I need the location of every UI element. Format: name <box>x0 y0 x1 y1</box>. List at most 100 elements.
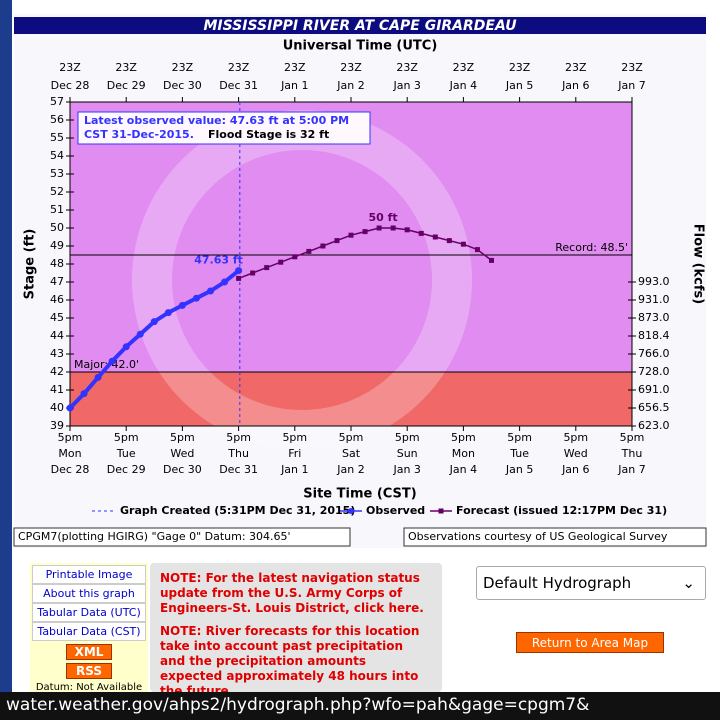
legend-key <box>348 508 354 514</box>
x-tick-label: Dec 28 <box>51 463 90 476</box>
note[interactable]: NOTE: For the latest navigation status u… <box>160 571 424 615</box>
forecast-point <box>334 238 340 244</box>
y-tick-label: 55 <box>50 131 64 144</box>
select-arrow: ⌄ <box>682 574 695 592</box>
y-tick-label: 57 <box>50 95 64 108</box>
x2-tick-label: 23Z <box>396 61 418 74</box>
x-tick-label: Sat <box>342 447 361 460</box>
forecast-point <box>278 259 284 265</box>
x-tick-label: 5pm <box>58 431 83 444</box>
x2-tick-label: Jan 3 <box>392 79 420 92</box>
x2-tick-label: Dec 28 <box>51 79 90 92</box>
xml-button[interactable]: XML <box>66 644 112 660</box>
y-tick-label: 51 <box>50 203 64 216</box>
y2-tick-label: 728.0 <box>638 365 670 378</box>
observed-point <box>178 301 186 309</box>
observed-point <box>122 343 130 351</box>
observed-point <box>136 330 144 338</box>
y-tick-label: 50 <box>50 221 64 234</box>
rss-button[interactable]: RSS <box>66 663 112 679</box>
x2-tick-label: 23Z <box>453 61 475 74</box>
y-tick-label: 53 <box>50 167 64 180</box>
hydrograph: MISSISSIPPI RIVER AT CAPE GIRARDEAU Univ… <box>13 14 707 548</box>
chart-subtitle: Universal Time (UTC) <box>283 39 438 54</box>
forecast-point <box>376 225 382 231</box>
forecast-point <box>418 230 424 236</box>
x2-tick-label: 23Z <box>172 61 194 74</box>
info-text: Latest observed value: 47.63 ft at 5:00 … <box>84 114 349 127</box>
url-bar: water.weather.gov/ahps2/hydrograph.php?w… <box>0 692 720 720</box>
x-tick-label: Dec 31 <box>219 463 258 476</box>
x-tick-label: Jan 2 <box>336 463 364 476</box>
y-tick-label: 46 <box>50 293 64 306</box>
x2-tick-label: Jan 5 <box>505 79 533 92</box>
forecast-point <box>306 248 312 254</box>
side-strip <box>0 0 12 692</box>
title-bar <box>14 17 706 34</box>
x-tick-label: Jan 6 <box>561 463 589 476</box>
x-tick-label: Sun <box>397 447 418 460</box>
link[interactable]: Tabular Data (UTC) <box>32 603 146 622</box>
x2-tick-label: Jan 6 <box>561 79 589 92</box>
x-tick-label: Jan 5 <box>505 463 533 476</box>
threshold-label: Record: 48.5' <box>555 241 628 254</box>
y-tick-label: 54 <box>50 149 64 162</box>
x-tick-label: Tue <box>116 447 136 460</box>
footer-left-box <box>13 527 351 547</box>
value-label: 50 ft <box>369 211 398 224</box>
forecast-point <box>489 257 494 263</box>
legend-created: Graph Created (5:31PM Dec 31, 2015) <box>120 504 355 517</box>
chart-title: MISSISSIPPI RIVER AT CAPE GIRARDEAU <box>203 18 517 34</box>
x-tick-label: Mon <box>58 447 81 460</box>
x-tick-label: Dec 29 <box>107 463 146 476</box>
link[interactable]: Printable Image <box>32 565 146 584</box>
y-tick-label: 44 <box>50 329 64 342</box>
x-tick-label: Dec 30 <box>163 463 202 476</box>
observed-point <box>164 309 172 317</box>
x-tick-label: Jan 4 <box>449 463 477 476</box>
x2-tick-label: Jan 1 <box>280 79 308 92</box>
x-tick-label: 5pm <box>339 431 364 444</box>
x-tick-label: Jan 7 <box>617 463 645 476</box>
forecast-point <box>250 270 256 276</box>
x2-tick-label: Jan 2 <box>336 79 364 92</box>
forecast-point <box>432 234 438 240</box>
x-tick-label: 5pm <box>620 431 645 444</box>
x-axis-label: Site Time (CST) <box>303 487 416 502</box>
forecast-point <box>236 275 242 281</box>
link[interactable]: About this graph <box>32 584 146 603</box>
x-tick-label: 5pm <box>282 431 307 444</box>
note: NOTE: River forecasts for this location … <box>160 624 420 692</box>
x2-tick-label: Jan 4 <box>449 79 477 92</box>
footer-right-box <box>403 527 707 547</box>
y-tick-label: 39 <box>50 419 64 432</box>
y-tick-label: 49 <box>50 239 64 252</box>
x-tick-label: Jan 3 <box>392 463 420 476</box>
select-text: Default Hydrograph <box>483 574 632 592</box>
x-tick-label: 5pm <box>226 431 251 444</box>
x-tick-label: Wed <box>564 447 588 460</box>
datum-note: Datum: Not Available <box>35 682 143 692</box>
forecast-point <box>446 238 452 244</box>
y-tick-label: 48 <box>50 257 64 270</box>
info-text: Flood Stage is 32 ft <box>208 128 329 141</box>
x2-tick-label: Jan 7 <box>617 79 645 92</box>
x-tick-label: Tue <box>509 447 529 460</box>
y2-tick-label: 818.4 <box>638 329 670 342</box>
forecast-point <box>474 247 480 253</box>
y2-tick-label: 623.0 <box>638 419 670 432</box>
plot-frame <box>69 101 633 427</box>
link[interactable]: Tabular Data (CST) <box>32 622 146 641</box>
hydrograph-select[interactable]: Default Hydrograph ⌄ <box>476 566 706 600</box>
y-tick-label: 52 <box>50 185 64 198</box>
return-button[interactable]: Return to Area Map <box>516 632 664 653</box>
x2-tick-label: 23Z <box>509 61 531 74</box>
x2-tick-label: 23Z <box>340 61 362 74</box>
legend-label: Forecast (issued 12:17PM Dec 31) <box>456 504 667 517</box>
y-tick-label: 42 <box>50 365 64 378</box>
y-tick-label: 41 <box>50 383 64 396</box>
x2-tick-label: 23Z <box>115 61 137 74</box>
x2-tick-label: 23Z <box>59 61 81 74</box>
x-tick-label: 5pm <box>451 431 476 444</box>
